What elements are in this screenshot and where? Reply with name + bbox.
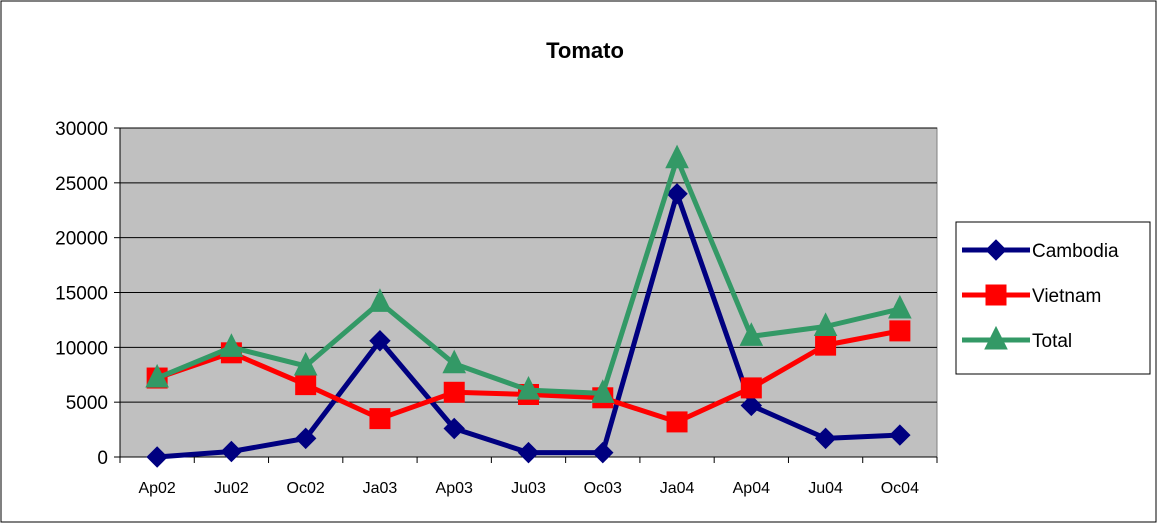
data-point-cambodia (889, 424, 911, 446)
y-tick-label: 10000 (55, 338, 108, 359)
data-point-total (888, 294, 912, 319)
data-point-total (219, 333, 244, 357)
y-tick-label: 25000 (55, 174, 108, 195)
data-point-cambodia (220, 440, 243, 463)
data-point-total (442, 349, 467, 374)
x-tick-label: Ju02 (214, 480, 249, 497)
x-tick-label: Ju03 (511, 480, 546, 497)
data-point-vietnam (889, 320, 911, 342)
data-point-vietnam (815, 334, 837, 356)
chart-title: Tomato (546, 38, 624, 63)
x-tick-label: Ap02 (138, 480, 175, 497)
data-point-cambodia (294, 427, 317, 450)
data-point-total (293, 351, 318, 376)
data-point-cambodia (517, 441, 540, 464)
data-point-total (813, 312, 838, 336)
y-axis-ticks: 0 5000 10000 15000 20000 25000 30000 (55, 119, 120, 469)
data-point-cambodia (740, 394, 763, 417)
x-tick-label: Oc02 (287, 480, 325, 497)
data-point-vietnam (369, 408, 391, 430)
legend-marker-vietnam (985, 284, 1007, 306)
legend-marker-cambodia (985, 239, 1007, 261)
legend-label-vietnam: Vietnam (1032, 286, 1101, 307)
y-tick-label: 5000 (66, 393, 108, 414)
data-point-vietnam (295, 374, 317, 396)
data-point-total (590, 379, 615, 403)
data-point-cambodia (666, 183, 688, 205)
legend: Cambodia Vietnam Total (955, 221, 1151, 375)
data-point-cambodia (443, 417, 465, 440)
legend-label-total: Total (1032, 331, 1072, 352)
data-point-total (516, 375, 541, 400)
x-tick-label: Ja04 (660, 480, 695, 497)
y-tick-label: 0 (97, 448, 108, 469)
x-tick-label: Oc04 (881, 480, 919, 497)
x-tick-label: Ap04 (733, 480, 770, 497)
data-point-cambodia (369, 330, 391, 352)
data-point-cambodia (146, 446, 168, 468)
series-group (145, 144, 912, 468)
data-point-vietnam (740, 377, 762, 399)
gridlines (120, 127, 937, 403)
series-total (145, 144, 912, 403)
data-point-cambodia (814, 427, 837, 450)
x-tick-label: Ja03 (363, 480, 398, 497)
legend-label-cambodia: Cambodia (1032, 241, 1119, 262)
x-tick-label: Ap03 (436, 480, 473, 497)
data-point-vietnam (443, 381, 465, 403)
x-tick-label: Oc03 (584, 480, 622, 497)
y-tick-label: 15000 (55, 284, 108, 305)
series-cambodia (146, 183, 911, 468)
data-point-total (368, 288, 392, 312)
data-point-total (739, 322, 764, 346)
y-tick-label: 30000 (55, 119, 108, 140)
legend-marker-total (984, 325, 1008, 350)
y-tick-label: 20000 (55, 229, 108, 250)
data-point-total (665, 144, 689, 169)
data-point-cambodia (592, 441, 614, 464)
x-axis-ticks: Ap02 Ju02 Oc02 Ja03 Ap03 Ju03 Oc03 Ja04 Ap04 Ju04… (119, 457, 938, 497)
data-point-vietnam (666, 411, 688, 433)
x-tick-label: Ju04 (808, 480, 843, 497)
data-point-total (145, 363, 169, 388)
